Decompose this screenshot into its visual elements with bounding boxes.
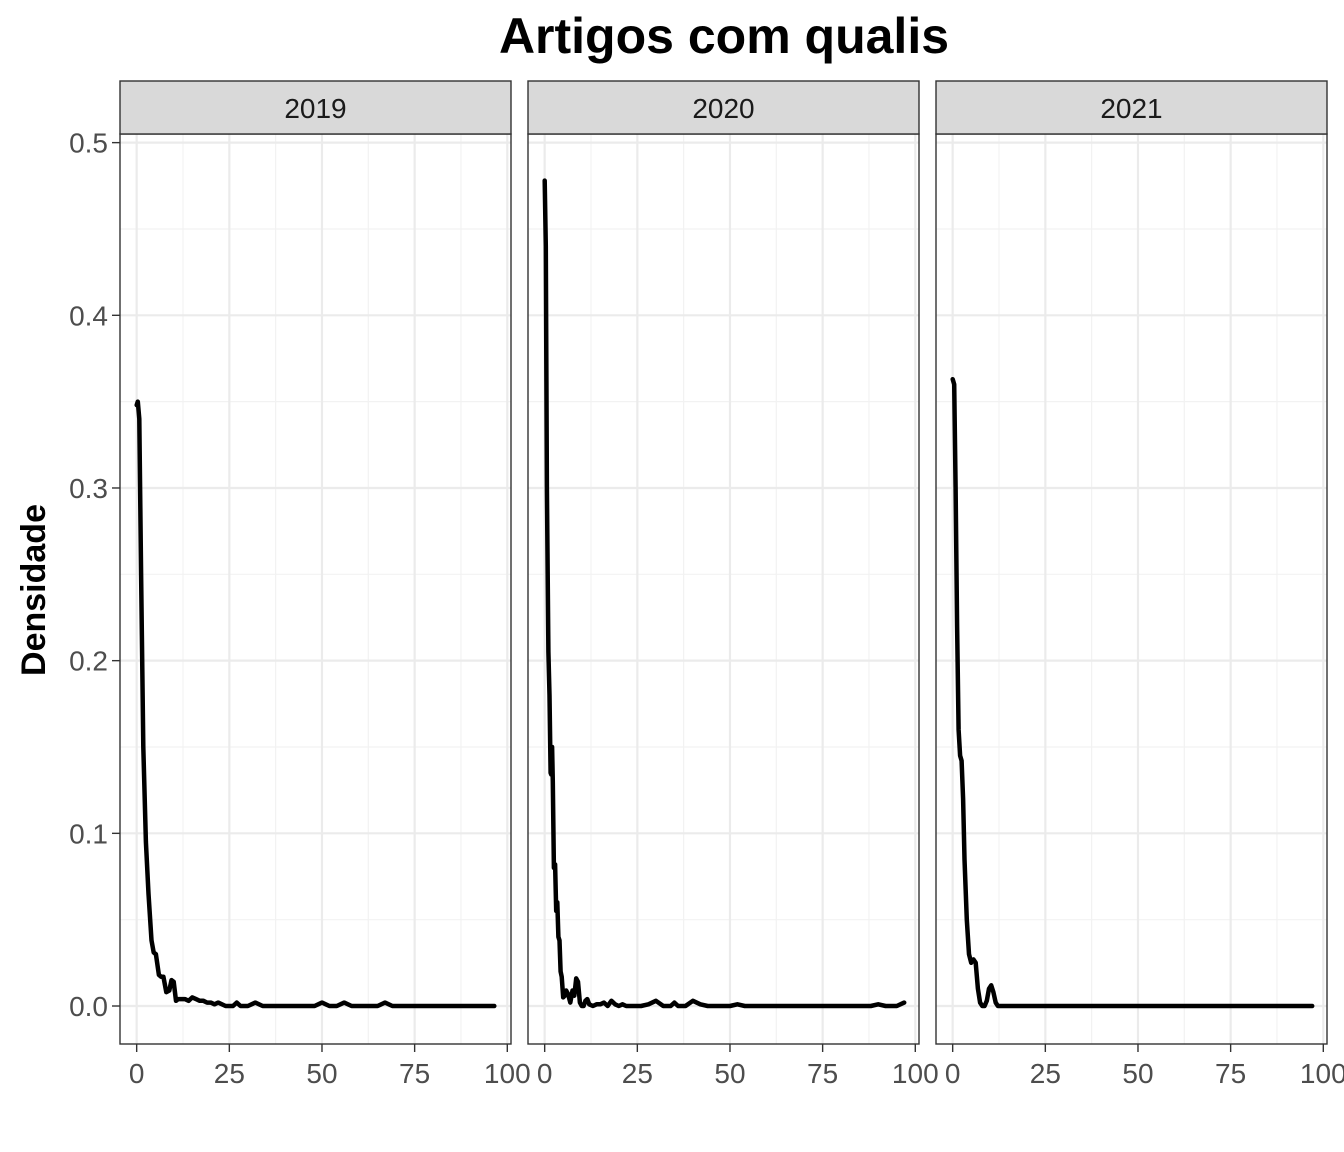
y-tick-label: 0.0 — [69, 991, 108, 1022]
strip-box — [527, 80, 920, 135]
y-tick-label: 0.2 — [69, 646, 108, 677]
panel-background — [120, 134, 511, 1044]
facet-panel-2020: 2020 0 25 50 75 100 — [527, 80, 939, 1089]
x-tick-label: 75 — [399, 1058, 430, 1089]
x-tick-label: 100 — [484, 1058, 531, 1089]
strip-box — [119, 80, 512, 135]
y-tick-label: 0.4 — [69, 300, 108, 331]
density-line-2019 — [134, 399, 497, 1009]
y-tick-label: 0.3 — [69, 473, 108, 504]
density-line-2021 — [950, 376, 1315, 1009]
plot-layer: 2019 0 25 50 75 100 2020 0 25 50 75 100 2021 0 25 50 75 1… — [69, 80, 1344, 1089]
strip-label-2020: 2020 — [692, 93, 754, 124]
x-tick-label: 25 — [1030, 1058, 1061, 1089]
strip-box — [935, 80, 1328, 135]
density-line-2020 — [542, 178, 907, 1009]
x-tick-label: 75 — [807, 1058, 838, 1089]
x-tick-label: 50 — [1122, 1058, 1153, 1089]
x-tick-label: 50 — [306, 1058, 337, 1089]
x-tick-label: 0 — [945, 1058, 961, 1089]
facet-panel-2021: 2021 0 25 50 75 100 — [935, 80, 1344, 1089]
strip-label-2019: 2019 — [284, 93, 346, 124]
x-tick-label: 25 — [622, 1058, 653, 1089]
chart-title: Artigos com qualis — [499, 8, 949, 64]
panel-background — [528, 134, 919, 1044]
strip-label-2021: 2021 — [1100, 93, 1162, 124]
y-tick-label: 0.5 — [69, 128, 108, 159]
x-tick-label: 50 — [714, 1058, 745, 1089]
y-axis-label: Densidade — [15, 504, 53, 676]
x-tick-label: 25 — [214, 1058, 245, 1089]
x-tick-label: 0 — [129, 1058, 145, 1089]
x-tick-label: 0 — [537, 1058, 553, 1089]
x-tick-label: 75 — [1215, 1058, 1246, 1089]
facet-panel-2019: 2019 0 25 50 75 100 — [119, 80, 531, 1089]
panel-background — [936, 134, 1327, 1044]
y-tick-label: 0.1 — [69, 818, 108, 849]
x-tick-label: 100 — [892, 1058, 939, 1089]
x-tick-label: 100 — [1300, 1058, 1344, 1089]
